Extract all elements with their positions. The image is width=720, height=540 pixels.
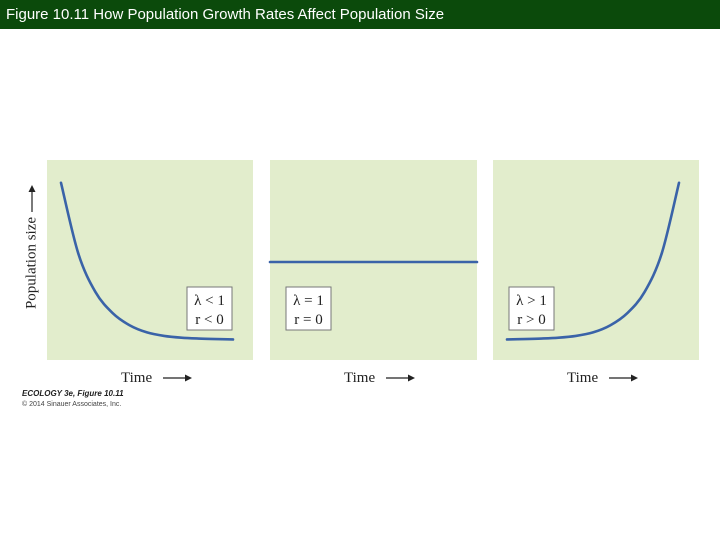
credit-line: ECOLOGY 3e, Figure 10.11 [22, 389, 124, 398]
legend-entry-1-1: λ < 1 [194, 293, 225, 309]
legend-entry-3-1: λ > 1 [516, 293, 547, 309]
x-axis-label-2: Time [344, 370, 375, 386]
series-line-1 [59, 181, 235, 341]
x-axis-label-1: Time [121, 370, 152, 386]
legend-entry-2-2: r = 0 [294, 312, 322, 328]
legend-entry-1-2: r < 0 [195, 312, 223, 328]
legend-entry-3-2: r > 0 [517, 312, 545, 328]
x-axis-arrowhead-2 [408, 374, 415, 382]
legend-box-1 [186, 286, 233, 331]
figure-title: Figure 10.11 How Population Growth Rates… [0, 0, 720, 29]
legend-box-2 [285, 286, 332, 331]
x-axis-label-3: Time [567, 370, 598, 386]
x-axis-arrowhead-3 [631, 374, 638, 382]
legend-entry-2-1: λ = 1 [293, 293, 324, 309]
copyright-line: © 2014 Sinauer Associates, Inc. [22, 401, 122, 408]
series-line-3 [505, 181, 681, 341]
y-axis-arrowhead [28, 185, 36, 192]
x-axis-arrowhead-1 [185, 374, 192, 382]
legend-box-3 [508, 286, 555, 331]
